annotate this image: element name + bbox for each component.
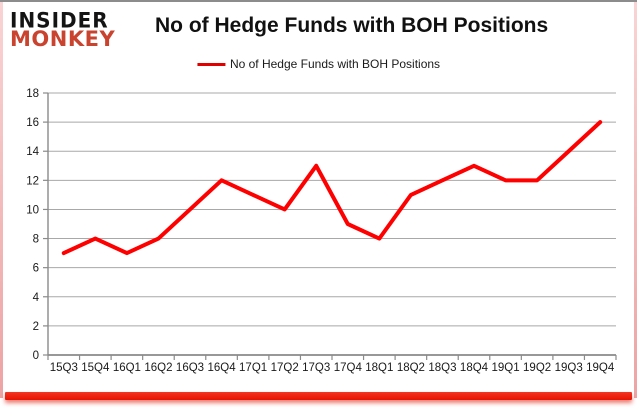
logo-line1: INSIDER (10, 7, 109, 33)
frame-bottom-red-bar (5, 392, 632, 400)
x-axis-tick-label: 19Q1 (491, 362, 519, 374)
x-axis-tick-label: 15Q3 (50, 362, 78, 374)
x-axis-tick-label: 19Q4 (586, 362, 615, 374)
frame-right-glow (634, 2, 637, 398)
x-axis-tick-label: 16Q3 (176, 362, 204, 374)
x-axis-tick-label: 16Q1 (113, 362, 141, 374)
x-axis-tick-label: 17Q3 (302, 362, 330, 374)
x-axis-tick-label: 18Q1 (365, 362, 393, 374)
x-axis-tick-label: 17Q4 (334, 362, 363, 374)
legend: No of Hedge Funds with BOH Positions (196, 57, 441, 71)
x-axis-tick-label: 18Q2 (397, 362, 425, 374)
frame-top-border (0, 0, 637, 2)
y-axis-tick-label: 2 (33, 321, 39, 333)
x-axis-tick-label: 19Q3 (555, 362, 583, 374)
legend-label: No of Hedge Funds with BOH Positions (229, 57, 441, 71)
x-axis-tick-label: 19Q2 (523, 362, 551, 374)
frame-left-glow (0, 2, 3, 398)
series-line (61, 120, 603, 256)
x-axis-tick-label: 18Q4 (460, 362, 489, 374)
x-axis-tick-label: 16Q4 (207, 362, 236, 374)
legend-line-marker (196, 62, 225, 66)
x-axis-tick-label: 16Q2 (144, 362, 172, 374)
y-axis-tick-label: 6 (33, 263, 39, 275)
y-axis-tick-label: 14 (26, 146, 39, 158)
y-axis-tick-label: 8 (33, 234, 39, 246)
y-axis-tick-label: 16 (26, 117, 39, 129)
x-axis-tick-label: 15Q4 (81, 362, 110, 374)
y-axis-tick-label: 10 (26, 204, 39, 216)
logo-line2: MONKEY (10, 27, 116, 51)
chart-title: No of Hedge Funds with BOH Positions (155, 14, 549, 37)
y-axis-tick-label: 0 (33, 350, 39, 362)
x-axis-tick-label: 17Q1 (239, 362, 267, 374)
insider-monkey-logo: INSIDER MONKEY (10, 7, 116, 51)
y-axis-tick-label: 18 (26, 88, 39, 100)
y-axis-tick-label: 4 (33, 292, 40, 304)
y-axis-tick-label: 12 (26, 175, 39, 187)
x-axis-tick-label: 17Q2 (271, 362, 299, 374)
x-axis-tick-label: 18Q3 (428, 362, 456, 374)
